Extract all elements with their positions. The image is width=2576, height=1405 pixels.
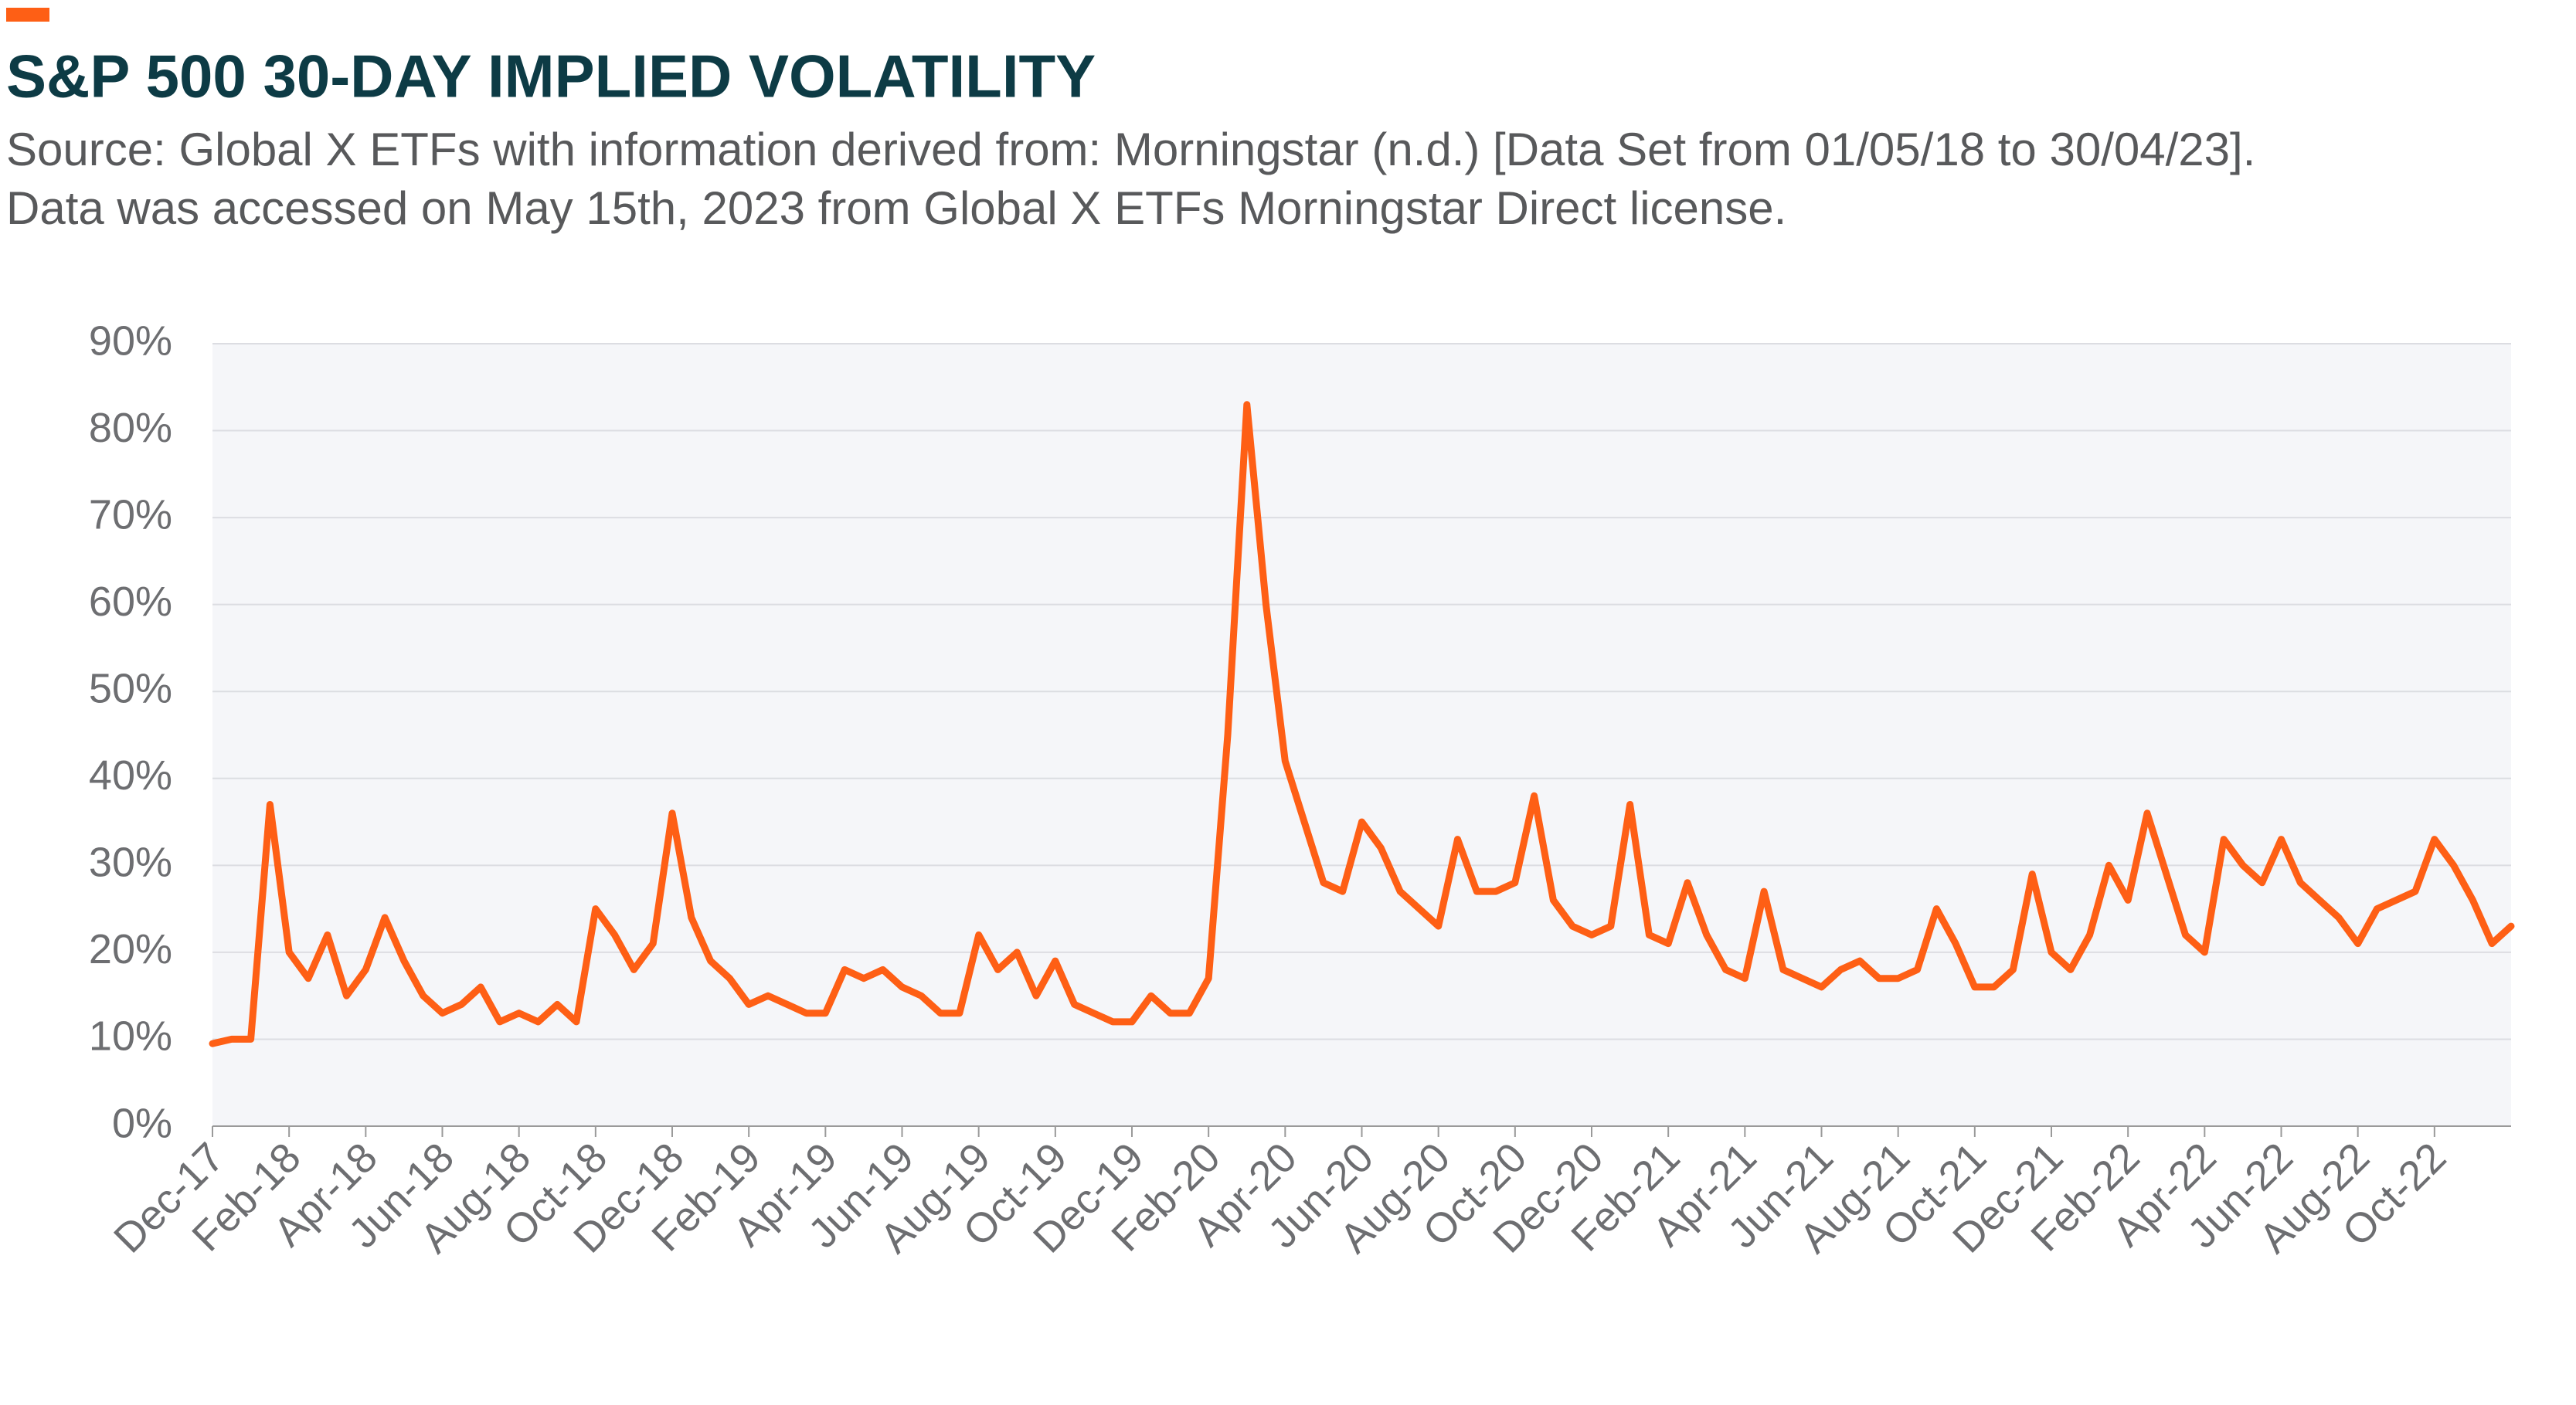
y-tick-label: 10%	[89, 1013, 172, 1060]
y-tick-label: 30%	[89, 840, 172, 886]
y-tick-label: 60%	[89, 579, 172, 625]
line-series	[209, 401, 2515, 1047]
y-tick-label: 50%	[89, 665, 172, 711]
accent-bar	[6, 8, 49, 22]
y-tick-label: 20%	[89, 926, 172, 972]
y-tick-label: 80%	[89, 405, 172, 451]
chart-title: S&P 500 30-DAY IMPLIED VOLATILITY	[6, 42, 1096, 110]
subtitle: Data was accessed on May 15th, 2023 from…	[6, 182, 1786, 234]
subtitle: Source: Global X ETFs with information d…	[6, 124, 2255, 175]
y-tick-label: 70%	[89, 491, 172, 538]
plot-area	[212, 344, 2511, 1126]
y-tick-label: 90%	[89, 317, 172, 364]
y-tick-label: 0%	[112, 1100, 172, 1146]
y-tick-label: 40%	[89, 752, 172, 799]
